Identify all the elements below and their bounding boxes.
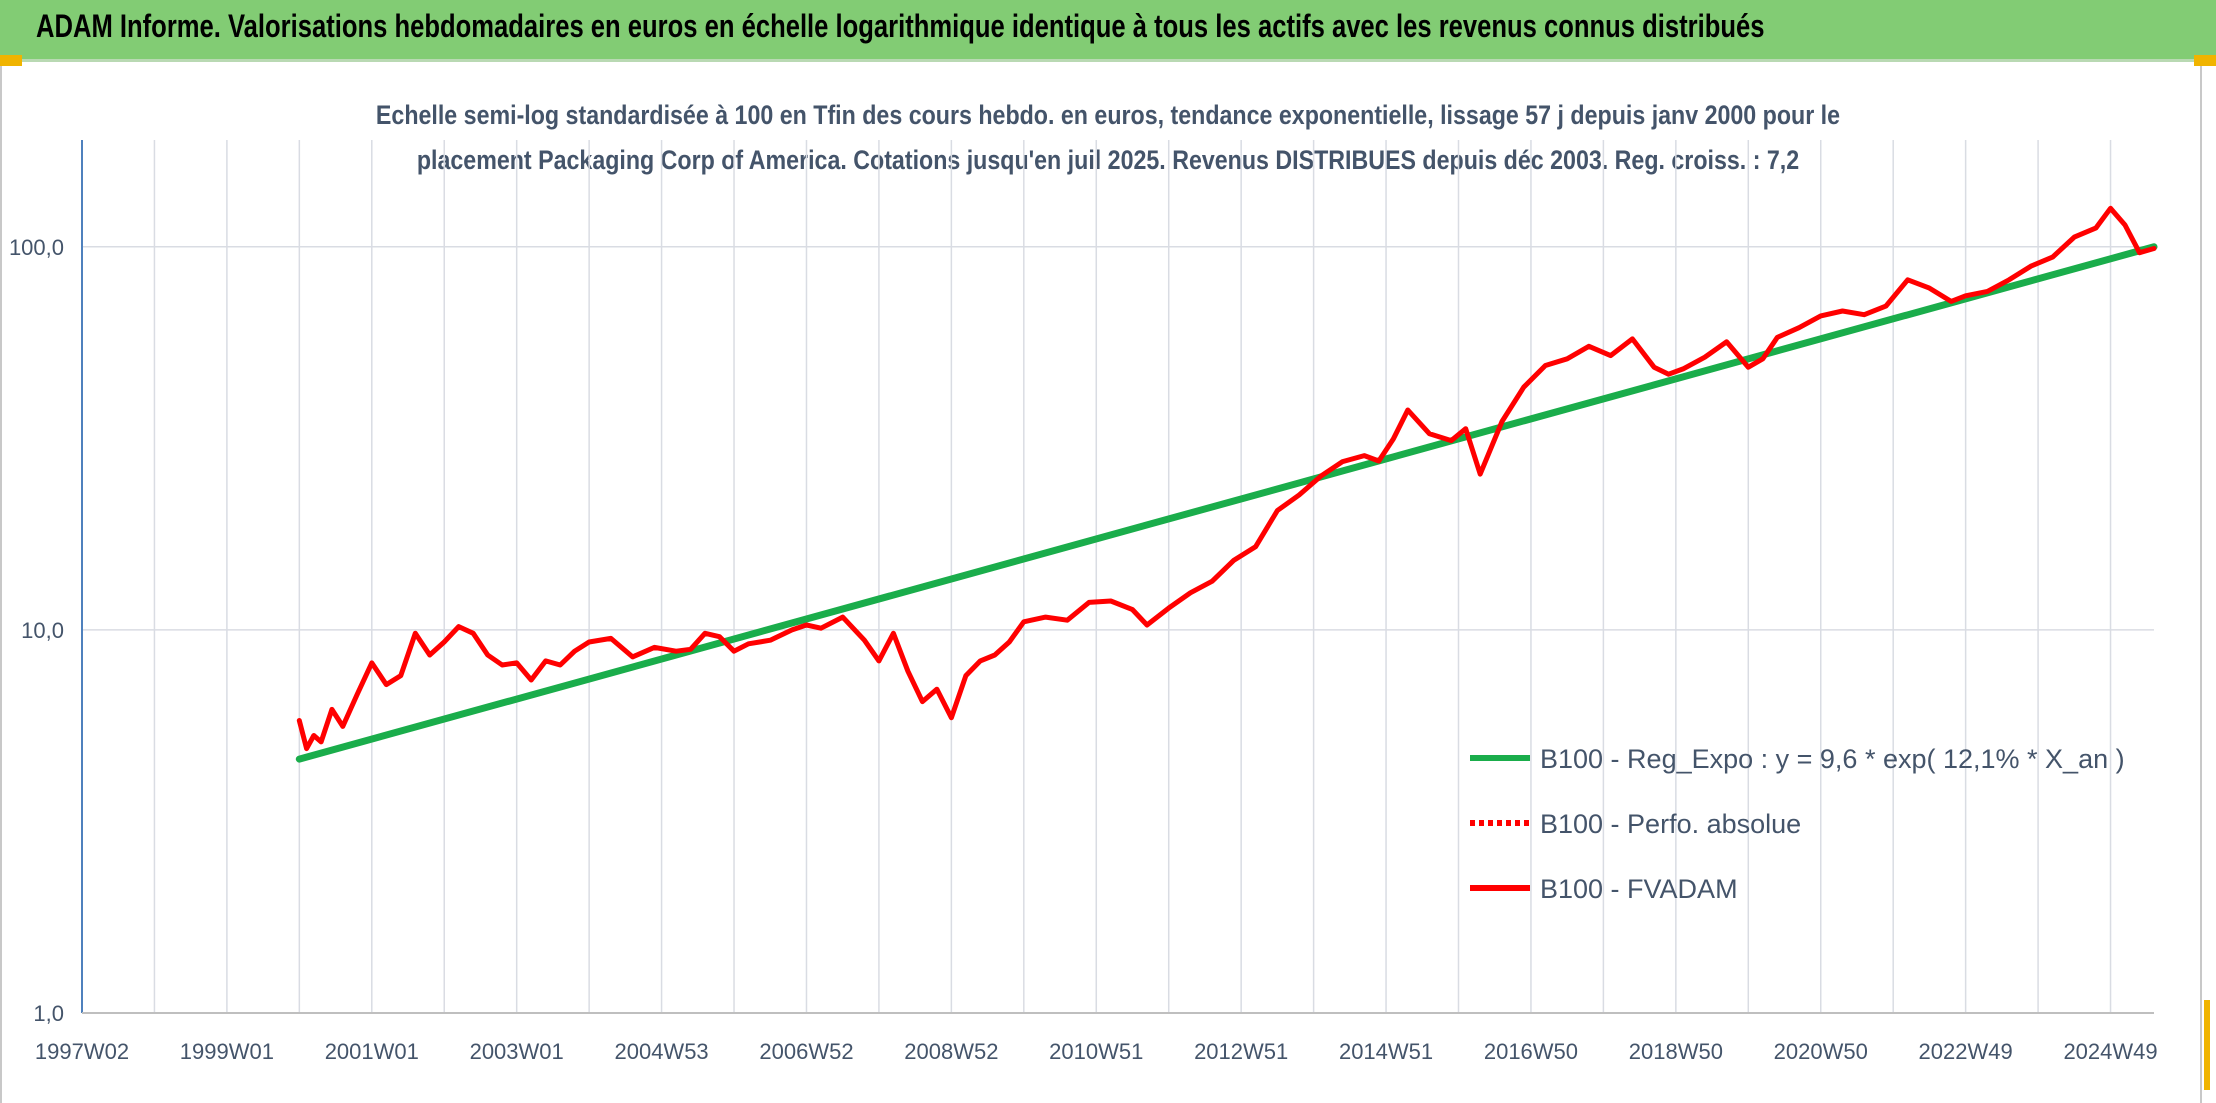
x-tick-label: 2012W51 xyxy=(1194,1039,1288,1064)
corner-accent-left xyxy=(0,55,22,66)
legend-label: B100 - Perfo. absolue xyxy=(1540,809,1801,839)
frame-right xyxy=(2200,66,2202,1103)
corner-accent-right xyxy=(2194,55,2216,66)
y-tick-label: 1,0 xyxy=(33,1001,64,1026)
x-tick-label: 2024W49 xyxy=(2063,1039,2157,1064)
legend-label: B100 - FVADAM xyxy=(1540,874,1738,904)
corner-accent-bottom-right xyxy=(2204,1000,2210,1090)
x-tick-label: 2006W52 xyxy=(759,1039,853,1064)
trend-line xyxy=(295,243,2158,763)
x-tick-label: 2014W51 xyxy=(1339,1039,1433,1064)
y-tick-label: 10,0 xyxy=(21,618,64,643)
x-tick-label: 2003W01 xyxy=(470,1039,564,1064)
x-tick-label: 1997W02 xyxy=(35,1039,129,1064)
x-tick-label: 2008W52 xyxy=(904,1039,998,1064)
x-tick-label: 1999W01 xyxy=(180,1039,274,1064)
chart-title-line-2: placement Packaging Corp of America. Cot… xyxy=(417,145,1799,175)
x-tick-label: 2010W51 xyxy=(1049,1039,1143,1064)
x-tick-label: 2022W49 xyxy=(1919,1039,2013,1064)
x-tick-label: 2004W53 xyxy=(614,1039,708,1064)
frame-left xyxy=(0,66,2,1103)
x-tick-label: 2001W01 xyxy=(325,1039,419,1064)
x-tick-label: 2020W50 xyxy=(1774,1039,1868,1064)
banner-title: ADAM Informe. Valorisations hebdomadaire… xyxy=(36,8,1765,44)
chart-title-line-1: Echelle semi-log standardisée à 100 en T… xyxy=(376,100,1840,130)
title-banner: ADAM Informe. Valorisations hebdomadaire… xyxy=(0,0,2216,62)
x-tick-label: 2016W50 xyxy=(1484,1039,1578,1064)
legend-label: B100 - Reg_Expo : y = 9,6 * exp( 12,1% *… xyxy=(1540,744,2125,774)
y-tick-label: 100,0 xyxy=(9,235,64,260)
fvadam-line xyxy=(296,205,2157,752)
x-tick-label: 2018W50 xyxy=(1629,1039,1723,1064)
